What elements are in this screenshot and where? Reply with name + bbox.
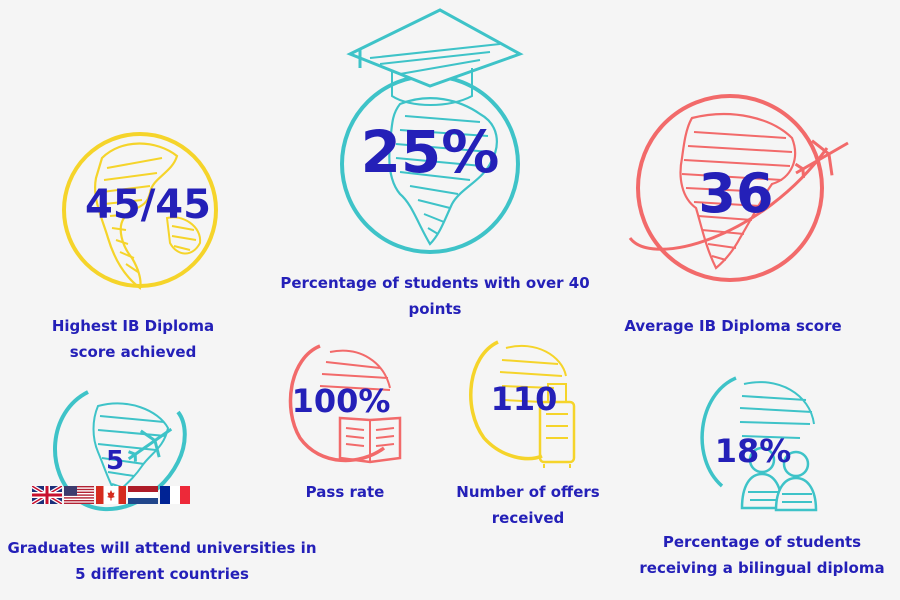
pass-rate-value: 100% <box>291 382 391 420</box>
country-flags <box>32 486 190 504</box>
pass-rate-caption: Pass rate <box>305 483 385 501</box>
france-flag-icon <box>160 486 190 504</box>
canada-flag-icon <box>96 486 126 504</box>
countries-caption: Graduates will attend universities in 5 … <box>7 539 317 583</box>
offers-value: 110 <box>490 380 558 418</box>
usa-flag-icon <box>64 486 94 504</box>
uk-flag-icon <box>32 486 62 504</box>
yellow-globe-suitcase-icon <box>469 340 576 468</box>
netherlands-flag-icon <box>128 486 158 504</box>
average-score-value: 36 <box>698 162 774 225</box>
coral-globe-book-icon <box>288 344 402 464</box>
average-score-caption: Average IB Diploma score <box>624 317 842 335</box>
bilingual-value: 18% <box>714 432 792 470</box>
teal-globe-graduation-cap-icon <box>340 8 524 254</box>
offers-caption: Number of offers received <box>456 483 600 527</box>
highest-score-caption: Highest IB Diploma score achieved <box>51 317 215 361</box>
over-40-value: 25% <box>360 118 500 186</box>
yellow-globe-icon <box>62 132 218 290</box>
coral-globe-airplane-icon <box>628 94 849 282</box>
teal-globe-people-icon <box>700 376 818 512</box>
teal-globe-airplane-icon <box>53 390 187 511</box>
highest-score-value: 45/45 <box>85 182 211 228</box>
countries-value: 5 <box>105 446 125 476</box>
bilingual-caption: Percentage of students receiving a bilin… <box>639 533 885 577</box>
over-40-caption: Percentage of students with over 40 poin… <box>280 274 590 318</box>
